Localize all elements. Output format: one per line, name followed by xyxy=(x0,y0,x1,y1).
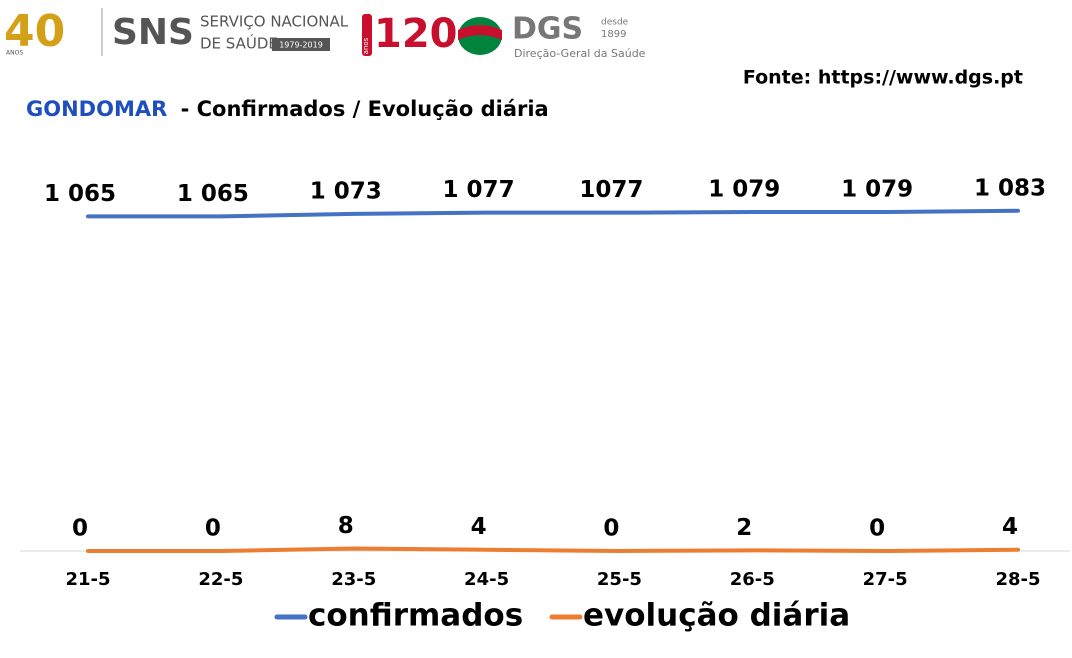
data-label: 0 xyxy=(72,516,88,542)
data-label: 1 077 xyxy=(443,177,515,203)
logo-shape xyxy=(458,25,502,40)
data-label: 1 079 xyxy=(841,177,913,203)
data-label: 0 xyxy=(205,516,221,542)
data-label: 1077 xyxy=(579,177,643,203)
data-label: 2 xyxy=(736,515,752,541)
data-label: 8 xyxy=(338,513,354,539)
logo-text: anos xyxy=(362,37,370,54)
data-label: 0 xyxy=(603,516,619,542)
series-line xyxy=(86,546,1020,553)
title-text: - Confirmados / Evolução diária xyxy=(181,97,549,121)
chart-title: GONDOMAR - Confirmados / Evolução diária xyxy=(26,97,549,121)
data-label: 1 083 xyxy=(974,175,1046,201)
logo-text: DE SAÚDE xyxy=(200,34,278,53)
x-tick-label: 22-5 xyxy=(198,569,243,590)
logo-dgs: anos 120 DGS desde 1899 Direção-Geral da… xyxy=(362,11,646,60)
x-tick-label: 25-5 xyxy=(597,569,642,590)
source: Fonte: https://www.dgs.pt xyxy=(743,67,1023,89)
logo-text: 1899 xyxy=(601,29,626,40)
logo-sns: 40 ANOS SNS SERVIÇO NACIONAL DE SAÚDE 19… xyxy=(4,6,349,57)
x-tick-label: 23-5 xyxy=(331,569,376,590)
logo-text: ANOS xyxy=(6,50,23,57)
data-label: 4 xyxy=(471,514,487,540)
series-line xyxy=(86,208,1020,219)
data-label: 1 065 xyxy=(177,181,249,207)
x-tick-label: 24-5 xyxy=(464,569,509,590)
data-label: 1 065 xyxy=(44,181,116,207)
logo-shape xyxy=(362,14,372,56)
logo-number: 40 xyxy=(4,6,65,57)
logo-text: Direção-Geral da Saúde xyxy=(514,47,646,60)
x-tick-label: 21-5 xyxy=(65,569,110,590)
logo-text: SNS xyxy=(112,12,194,53)
logo-number: 120 xyxy=(374,11,458,57)
data-label: 1 073 xyxy=(310,178,382,204)
legend-label: confirmados xyxy=(308,598,523,634)
title-place: GONDOMAR xyxy=(26,97,167,121)
data-label: 4 xyxy=(1002,514,1018,540)
legend-label: evolução diária xyxy=(583,598,850,634)
data-label: 0 xyxy=(869,516,885,542)
logo-box xyxy=(272,38,330,51)
x-tick-label: 26-5 xyxy=(730,569,775,590)
x-tick-label: 27-5 xyxy=(863,569,908,590)
logo-text: DGS xyxy=(512,12,583,47)
x-tick-label: 28-5 xyxy=(995,569,1040,590)
data-label: 1 079 xyxy=(708,177,780,203)
logo-text: desde xyxy=(601,18,629,28)
logo-text: SERVIÇO NACIONAL xyxy=(200,13,349,31)
logo-text: 1979-2019 xyxy=(279,41,323,50)
